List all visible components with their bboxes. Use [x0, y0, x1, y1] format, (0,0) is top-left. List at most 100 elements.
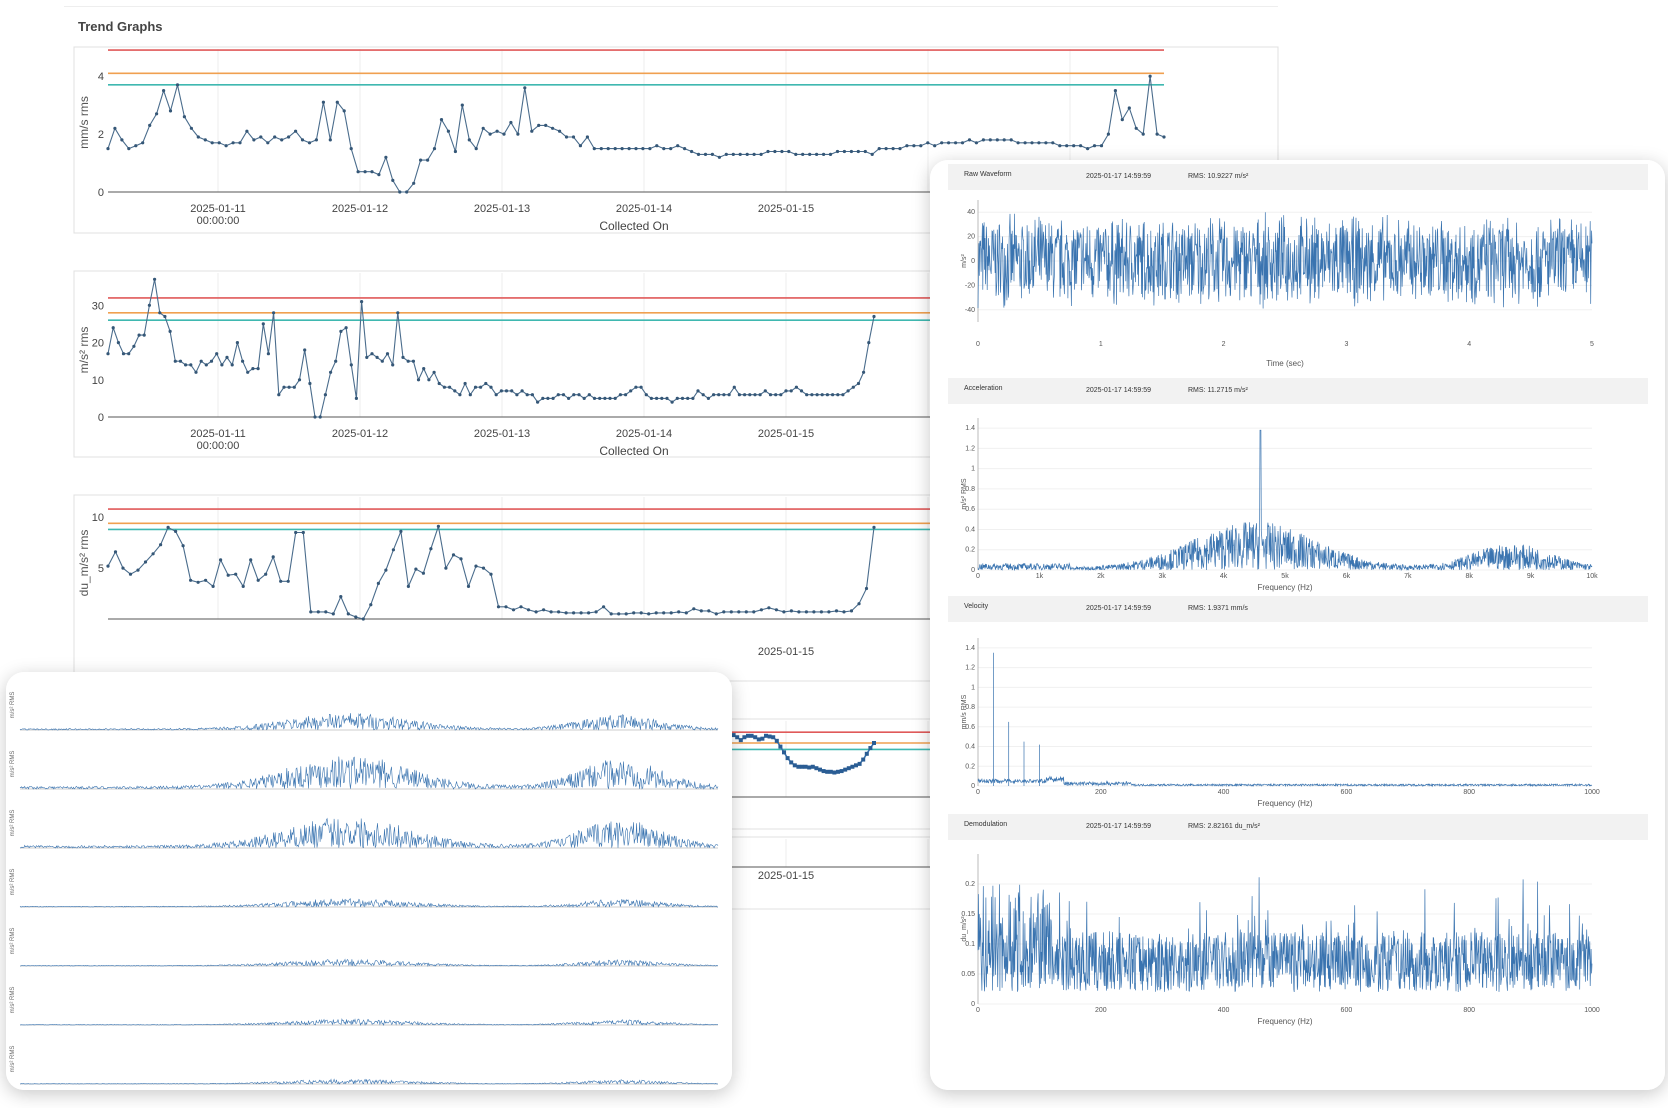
data-point [854, 763, 858, 768]
data-point [391, 363, 395, 367]
data-point [763, 389, 767, 393]
data-point [196, 135, 200, 139]
data-point [484, 381, 488, 386]
data-point [321, 100, 325, 104]
data-point [764, 733, 768, 738]
data-point [862, 370, 866, 374]
data-point [819, 610, 824, 614]
data-point [360, 300, 364, 304]
data-point [412, 181, 416, 185]
data-point [1141, 132, 1145, 136]
data-point [797, 610, 801, 614]
data-point [1127, 106, 1131, 110]
data-point [256, 578, 260, 582]
data-point [810, 764, 815, 769]
data-point [737, 393, 742, 397]
row-y-label: m/s² RMS [10, 869, 16, 896]
data-point [479, 385, 483, 389]
y-axis-label: mm/s rms [77, 96, 91, 149]
data-point [215, 352, 219, 356]
y-tick-label: 40 [967, 209, 975, 216]
data-point [375, 355, 379, 359]
data-point [551, 396, 555, 400]
trend-graphs-title: Trend Graphs [78, 19, 163, 34]
data-point [1002, 138, 1006, 142]
data-point [136, 568, 140, 572]
data-point [196, 580, 200, 584]
data-point [722, 610, 726, 614]
data-point [613, 396, 617, 400]
data-point [536, 400, 540, 404]
row-y-label: m/s² RMS [10, 987, 16, 1014]
data-point [111, 326, 115, 330]
x-tick-label: 400 [1218, 1007, 1230, 1014]
data-point [346, 612, 350, 616]
spectrum-rms: RMS: 2.82161 du_m/s² [1188, 823, 1261, 830]
data-point [662, 611, 666, 615]
data-point [437, 381, 441, 386]
data-point [277, 393, 281, 397]
y-tick-label: 0.6 [965, 506, 975, 513]
data-point [974, 141, 979, 145]
waterfall-background [6, 672, 732, 1090]
y-tick-label: 5 [98, 563, 104, 575]
x-axis-label: Frequency (Hz) [1257, 799, 1312, 808]
data-point [981, 138, 986, 142]
x-tick-label: 2025-01-14 [616, 203, 672, 215]
data-point [836, 393, 840, 397]
data-point [557, 610, 561, 614]
data-point [194, 370, 198, 374]
x-tick-label: 10k [1586, 573, 1598, 580]
data-point [556, 393, 560, 397]
row-y-label: m/s² RMS [10, 751, 16, 778]
data-point [1058, 144, 1062, 148]
data-point [731, 733, 736, 738]
data-point [729, 610, 733, 614]
data-point [794, 152, 798, 156]
data-point [748, 393, 752, 397]
data-point [370, 170, 374, 174]
data-point [831, 393, 835, 397]
y-tick-label: 10 [92, 375, 104, 387]
data-point [297, 378, 302, 382]
data-point [821, 769, 826, 774]
data-point [377, 173, 381, 177]
data-point [686, 396, 690, 400]
data-point [271, 555, 275, 559]
data-point [120, 138, 124, 142]
data-point [173, 359, 177, 363]
data-point [818, 767, 822, 772]
data-point [426, 158, 430, 162]
data-point [451, 553, 456, 557]
data-point [842, 610, 846, 614]
data-point [453, 149, 457, 154]
data-point [499, 389, 503, 393]
data-point [738, 738, 743, 743]
y-tick-label: 10 [92, 512, 104, 524]
data-point [782, 610, 786, 614]
data-point [627, 147, 631, 151]
data-point [530, 393, 534, 397]
data-point [468, 393, 472, 397]
data-point [639, 385, 643, 389]
data-point [546, 396, 550, 400]
data-point [796, 764, 801, 769]
spectrum-timestamp: 2025-01-17 14:59:59 [1086, 823, 1151, 830]
y-tick-label: 1 [971, 466, 975, 473]
data-point [870, 152, 874, 156]
data-point [820, 393, 824, 397]
data-point [273, 135, 277, 139]
data-point [684, 611, 688, 615]
data-point [696, 152, 701, 156]
y-axis-label: m/s² [961, 254, 968, 268]
data-point [121, 352, 126, 356]
data-point [380, 359, 384, 363]
data-point [794, 385, 799, 389]
x-tick-label: 2025-01-13 [474, 203, 530, 215]
data-point [494, 393, 498, 397]
data-point [618, 393, 623, 397]
y-axis-label: du_m/s² rms [77, 530, 91, 597]
data-point [898, 147, 902, 151]
data-point [241, 584, 245, 589]
data-point [839, 769, 844, 774]
